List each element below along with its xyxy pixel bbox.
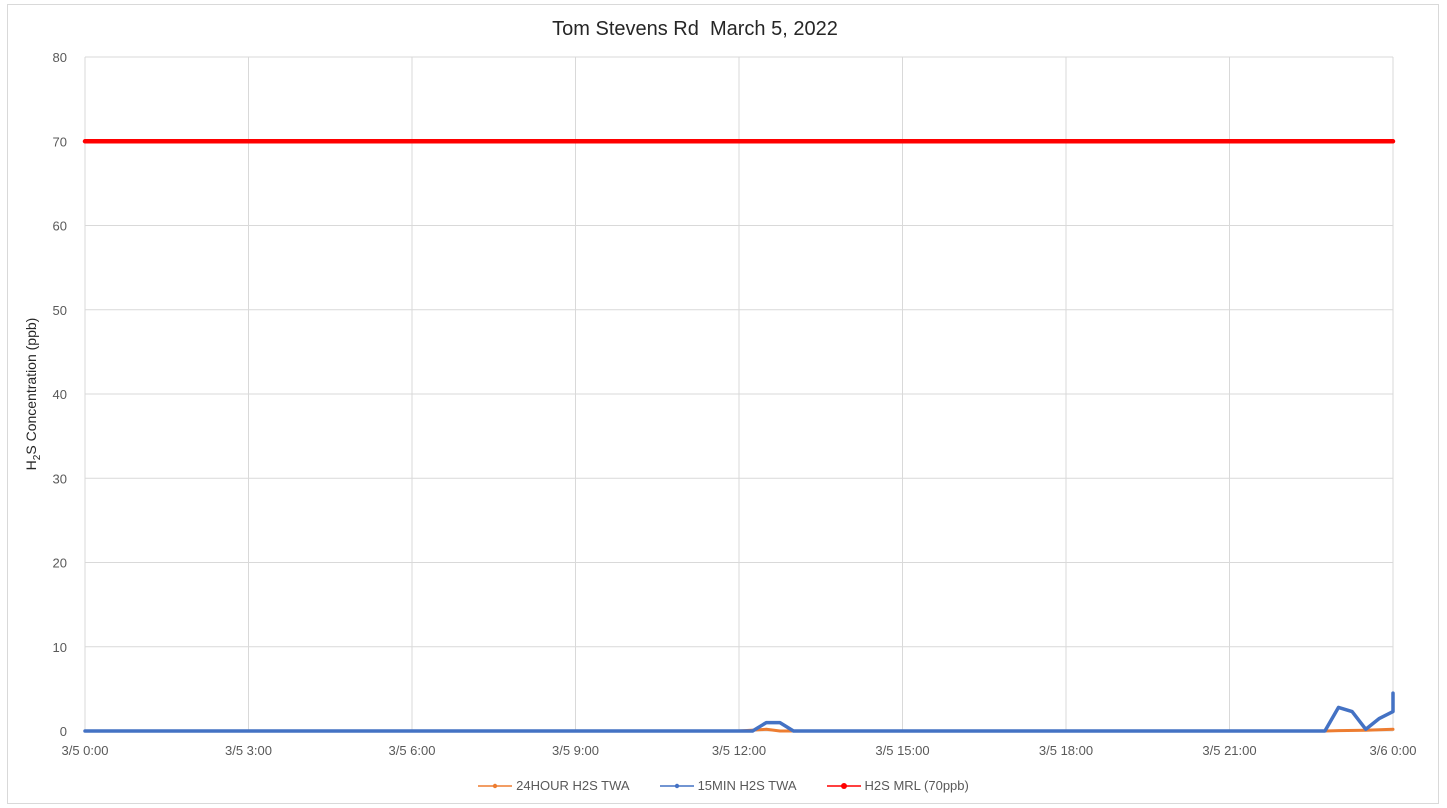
x-tick-label: 3/5 6:00 — [389, 743, 436, 758]
y-tick-label: 0 — [60, 724, 67, 739]
y-tick-label: 70 — [53, 134, 67, 149]
y-tick-label: 30 — [53, 471, 67, 486]
chart-title: Tom Stevens Rd March 5, 2022 — [552, 18, 838, 40]
series-line-1 — [83, 691, 1395, 733]
legend-item: H2S MRL (70ppb) — [826, 778, 969, 793]
y-tick-label: 20 — [53, 556, 67, 571]
legend-item: 24HOUR H2S TWA — [478, 778, 630, 793]
legend-swatch — [826, 782, 861, 789]
x-tick-label: 3/6 0:00 — [1370, 743, 1417, 758]
x-tick-label: 3/5 18:00 — [1039, 743, 1093, 758]
legend-label: 15MIN H2S TWA — [697, 778, 797, 793]
y-tick-label: 80 — [53, 50, 67, 65]
x-tick-label: 3/5 12:00 — [712, 743, 766, 758]
y-tick-label: 10 — [53, 640, 67, 655]
legend-swatch — [659, 783, 694, 788]
y-tick-label: 40 — [53, 387, 67, 402]
legend: 24HOUR H2S TWA 15MIN H2S TWA H2S MRL (70pp… — [0, 778, 1447, 793]
legend-item: 15MIN H2S TWA — [659, 778, 797, 793]
legend-label: 24HOUR H2S TWA — [516, 778, 630, 793]
x-tick-label: 3/5 9:00 — [552, 743, 599, 758]
chart-frame — [7, 4, 1439, 804]
x-tick-label: 3/5 3:00 — [225, 743, 272, 758]
y-tick-label: 50 — [53, 303, 67, 318]
y-tick-label: 60 — [53, 219, 67, 234]
x-tick-label: 3/5 0:00 — [62, 743, 109, 758]
legend-label: H2S MRL (70ppb) — [864, 778, 969, 793]
x-tick-label: 3/5 21:00 — [1202, 743, 1256, 758]
x-tick-label: 3/5 15:00 — [875, 743, 929, 758]
legend-swatch — [478, 783, 513, 788]
